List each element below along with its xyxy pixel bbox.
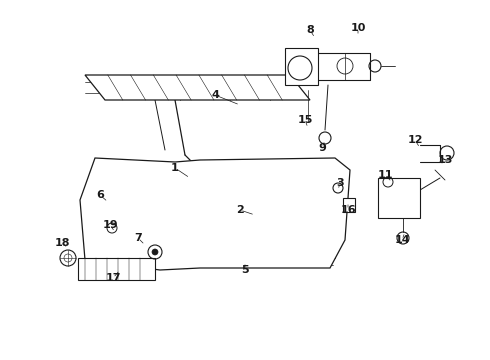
Text: 15: 15: [297, 115, 313, 125]
Text: 10: 10: [350, 23, 366, 33]
Text: 17: 17: [105, 273, 121, 283]
Text: 6: 6: [96, 190, 104, 200]
Text: 2: 2: [236, 205, 244, 215]
Polygon shape: [378, 178, 420, 218]
Text: 1: 1: [171, 163, 179, 173]
Polygon shape: [343, 198, 355, 212]
Text: 14: 14: [394, 235, 410, 245]
Text: 19: 19: [102, 220, 118, 230]
Polygon shape: [78, 258, 155, 280]
Polygon shape: [80, 158, 350, 270]
Text: 3: 3: [336, 178, 344, 188]
Text: 5: 5: [241, 265, 249, 275]
Text: 8: 8: [306, 25, 314, 35]
Text: 9: 9: [318, 143, 326, 153]
Text: 7: 7: [134, 233, 142, 243]
Text: 11: 11: [377, 170, 393, 180]
Text: 16: 16: [340, 205, 356, 215]
Text: 12: 12: [407, 135, 423, 145]
Text: 4: 4: [211, 90, 219, 100]
Text: 13: 13: [437, 155, 453, 165]
Circle shape: [152, 249, 158, 255]
Text: 18: 18: [54, 238, 70, 248]
Polygon shape: [85, 75, 310, 100]
Polygon shape: [285, 48, 318, 85]
